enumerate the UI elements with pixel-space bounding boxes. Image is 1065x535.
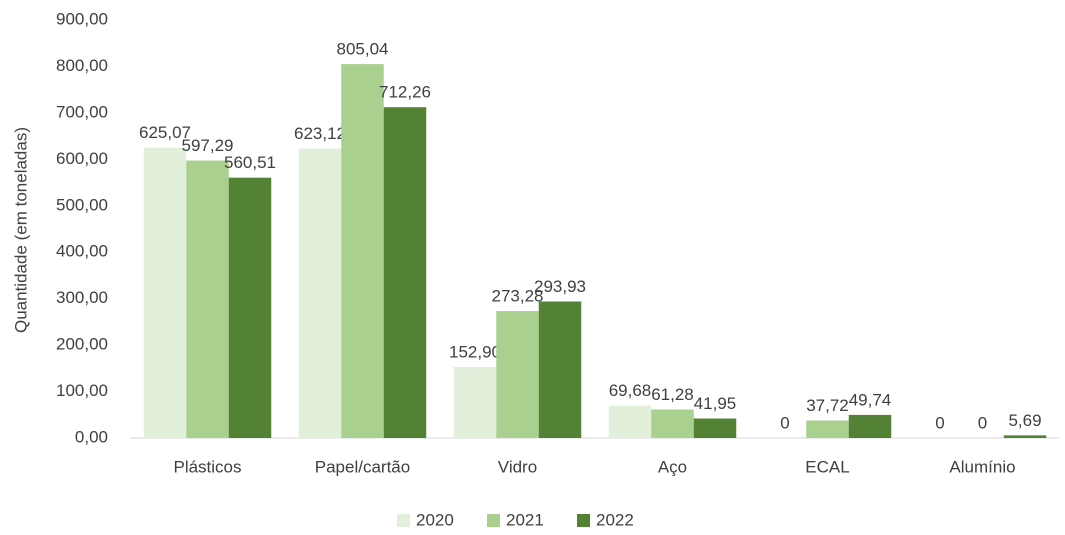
data-label: 625,07 (139, 123, 191, 142)
x-tick-label: ECAL (805, 457, 849, 476)
legend-label: 2020 (416, 510, 454, 529)
data-label: 712,26 (379, 83, 431, 102)
y-tick-label: 400,00 (56, 242, 108, 261)
y-tick-label: 700,00 (56, 102, 108, 121)
bar (1003, 435, 1047, 438)
y-tick-label: 200,00 (56, 335, 108, 354)
data-label: 37,72 (806, 396, 849, 415)
y-axis-label: Quantidade (em toneladas) (11, 127, 30, 333)
data-label: 49,74 (849, 390, 892, 409)
legend-swatch (487, 514, 500, 527)
data-label: 152,90 (449, 342, 501, 361)
y-tick-label: 100,00 (56, 381, 108, 400)
data-label: 0 (978, 413, 987, 432)
y-tick-label: 0,00 (75, 427, 108, 446)
data-label: 5,69 (1008, 411, 1041, 430)
data-label: 41,95 (694, 394, 737, 413)
bar (608, 405, 652, 438)
legend-label: 2022 (596, 510, 634, 529)
data-label: 273,28 (492, 287, 544, 306)
y-tick-label: 900,00 (56, 9, 108, 28)
x-tick-label: Vidro (498, 457, 537, 476)
x-tick-label: Alumínio (949, 457, 1015, 476)
x-tick-label: Papel/cartão (315, 457, 410, 476)
data-label: 293,93 (534, 277, 586, 296)
legend-label: 2021 (506, 510, 544, 529)
data-label: 623,12 (294, 124, 346, 143)
data-label: 61,28 (651, 385, 694, 404)
bar (228, 177, 272, 438)
bar (383, 107, 427, 439)
bar (848, 414, 892, 438)
bar (496, 311, 539, 438)
legend-swatch (397, 514, 410, 527)
data-label: 0 (935, 413, 944, 432)
data-label: 0 (780, 413, 789, 432)
bar (298, 148, 342, 438)
legend-swatch (577, 514, 590, 527)
y-tick-label: 600,00 (56, 149, 108, 168)
bar (341, 64, 384, 439)
bar (186, 160, 229, 438)
bar (538, 301, 582, 438)
bar (693, 418, 737, 438)
x-tick-label: Plásticos (173, 457, 241, 476)
bar (651, 409, 694, 438)
y-tick-label: 800,00 (56, 56, 108, 75)
data-label: 69,68 (609, 381, 652, 400)
data-label: 597,29 (182, 136, 234, 155)
y-tick-label: 300,00 (56, 288, 108, 307)
y-tick-label: 500,00 (56, 195, 108, 214)
bar (453, 366, 497, 438)
data-label: 560,51 (224, 153, 276, 172)
bar (806, 420, 849, 438)
bar (143, 147, 187, 439)
x-tick-label: Aço (658, 457, 687, 476)
data-label: 805,04 (337, 40, 389, 59)
